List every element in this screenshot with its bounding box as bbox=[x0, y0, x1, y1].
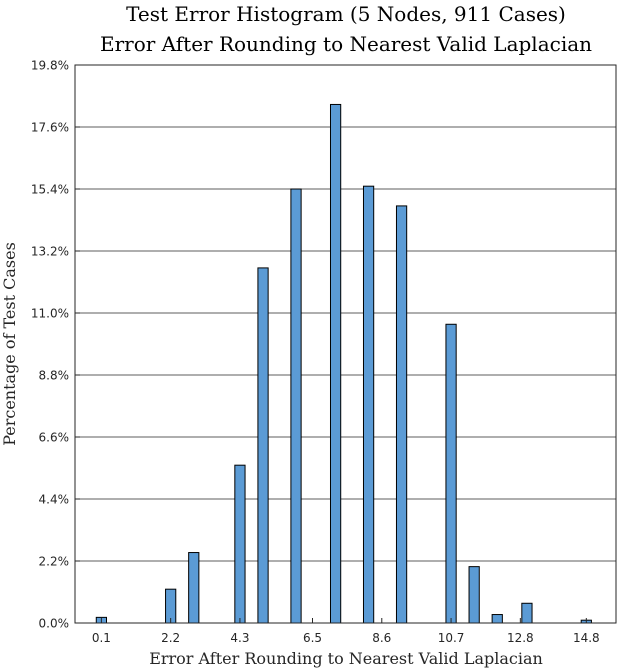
histogram-bar bbox=[290, 188, 302, 624]
histogram-bar bbox=[165, 588, 177, 624]
histogram-bar bbox=[362, 185, 375, 624]
y-tick-label: 11.0% bbox=[31, 307, 69, 321]
x-tick-label: 12.8 bbox=[507, 631, 534, 645]
y-tick-label: 6.6% bbox=[39, 431, 70, 445]
histogram-bar bbox=[257, 267, 269, 624]
histogram-bar bbox=[234, 464, 246, 624]
histogram-bar bbox=[521, 602, 533, 624]
x-tick-label: 2.2 bbox=[161, 631, 180, 645]
plot-area bbox=[75, 65, 616, 623]
x-tick-label: 14.8 bbox=[573, 631, 600, 645]
y-tick-label: 2.2% bbox=[39, 555, 70, 569]
y-axis-label: Percentage of Test Cases bbox=[0, 242, 19, 446]
x-axis-ticks: 0.1 2.2 4.3 6.5 8.6 10.7 12.8 14.8 bbox=[92, 618, 600, 645]
histogram-bar bbox=[329, 103, 342, 624]
y-tick-label: 17.6% bbox=[31, 121, 69, 135]
chart-subtitle: Error After Rounding to Nearest Valid La… bbox=[100, 32, 592, 56]
histogram-bar bbox=[445, 323, 457, 624]
y-axis-ticks: 0.0% 2.2% 4.4% 6.6% 8.8% 11.0% 13.2% 15.4% 17.6%… bbox=[31, 59, 80, 631]
x-tick-label: 8.6 bbox=[372, 631, 391, 645]
x-tick-label: 0.1 bbox=[92, 631, 111, 645]
x-tick-label: 4.3 bbox=[230, 631, 249, 645]
y-tick-label: 19.8% bbox=[31, 59, 69, 73]
x-tick-label: 10.7 bbox=[438, 631, 465, 645]
y-tick-label: 8.8% bbox=[39, 369, 70, 383]
histogram-bar bbox=[468, 566, 480, 624]
y-tick-label: 13.2% bbox=[31, 245, 69, 259]
grid-lines bbox=[75, 126, 616, 562]
histogram-bar bbox=[188, 552, 200, 624]
x-axis-label: Error After Rounding to Nearest Valid La… bbox=[149, 649, 543, 668]
y-tick-label: 0.0% bbox=[39, 617, 70, 631]
y-tick-label: 15.4% bbox=[31, 183, 69, 197]
chart-title: Test Error Histogram (5 Nodes, 911 Cases… bbox=[126, 2, 566, 26]
y-tick-label: 4.4% bbox=[39, 493, 70, 507]
plot-frame bbox=[74, 64, 617, 624]
histogram-bar bbox=[395, 205, 408, 624]
histogram-bar bbox=[491, 614, 503, 624]
x-tick-label: 6.5 bbox=[303, 631, 322, 645]
